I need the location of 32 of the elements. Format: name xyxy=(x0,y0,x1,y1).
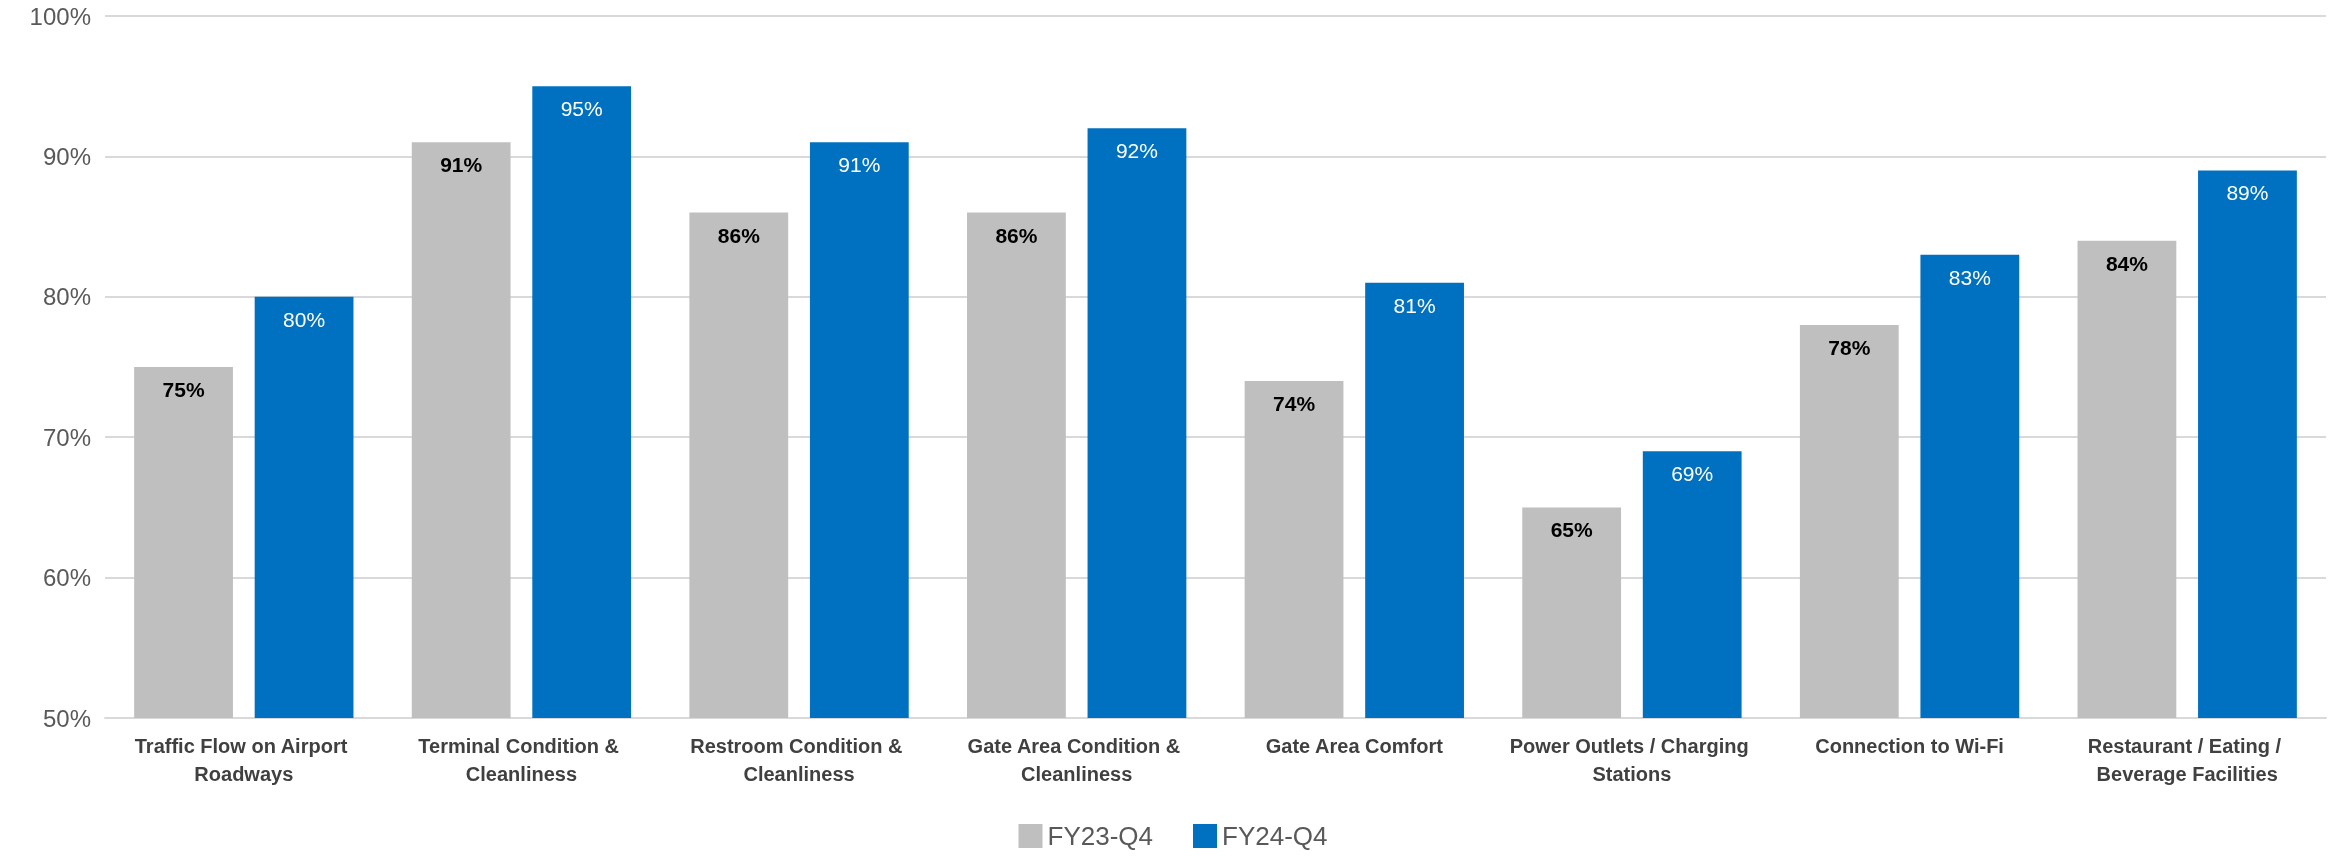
data-label: 78% xyxy=(1828,335,1871,359)
x-tick-label: Connection to Wi-Fi xyxy=(1815,735,2004,757)
x-tick-label: Power Outlets / Charging Stations xyxy=(1509,735,1755,785)
data-label: 69% xyxy=(1671,462,1714,486)
data-label: 81% xyxy=(1393,293,1436,317)
data-label: 75% xyxy=(162,378,205,401)
data-label: 95% xyxy=(560,97,603,121)
data-label: 89% xyxy=(2226,181,2269,205)
y-tick-label: 60% xyxy=(42,564,91,592)
y-tick-label: 70% xyxy=(42,423,91,451)
x-tick-label: Restroom Condition & Cleanliness xyxy=(690,735,908,785)
y-tick-label: 80% xyxy=(42,283,91,311)
data-label: 84% xyxy=(2105,251,2149,275)
data-label: 83% xyxy=(1948,265,1991,289)
x-tick-label: Gate Area Condition & Cleanliness xyxy=(967,735,1186,785)
data-label: 74% xyxy=(1273,392,1316,416)
y-tick-label: 90% xyxy=(42,142,91,170)
data-label: 86% xyxy=(717,223,761,247)
legend-label: FY23-Q4 xyxy=(1047,821,1154,851)
x-tick-label: Gate Area Comfort xyxy=(1265,735,1444,757)
data-label: 91% xyxy=(440,153,483,177)
data-label: 92% xyxy=(1115,139,1158,163)
x-tick-label: Terminal Condition & Cleanliness xyxy=(418,735,625,785)
data-label: 91% xyxy=(838,153,881,177)
data-label: 80% xyxy=(283,307,326,331)
x-tick-label: Traffic Flow on Airport Roadways xyxy=(134,735,353,785)
data-label: 86% xyxy=(995,223,1038,247)
y-tick-label: 50% xyxy=(42,704,91,732)
data-label: 65% xyxy=(1550,518,1594,542)
legend-label: FY24-Q4 xyxy=(1222,821,1328,851)
x-tick-label: Restaurant / Eating / Beverage Facilities xyxy=(2087,735,2287,785)
y-tick-label: 100% xyxy=(29,2,91,30)
